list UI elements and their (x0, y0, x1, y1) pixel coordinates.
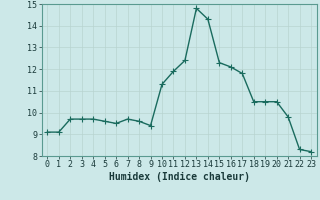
X-axis label: Humidex (Indice chaleur): Humidex (Indice chaleur) (109, 172, 250, 182)
